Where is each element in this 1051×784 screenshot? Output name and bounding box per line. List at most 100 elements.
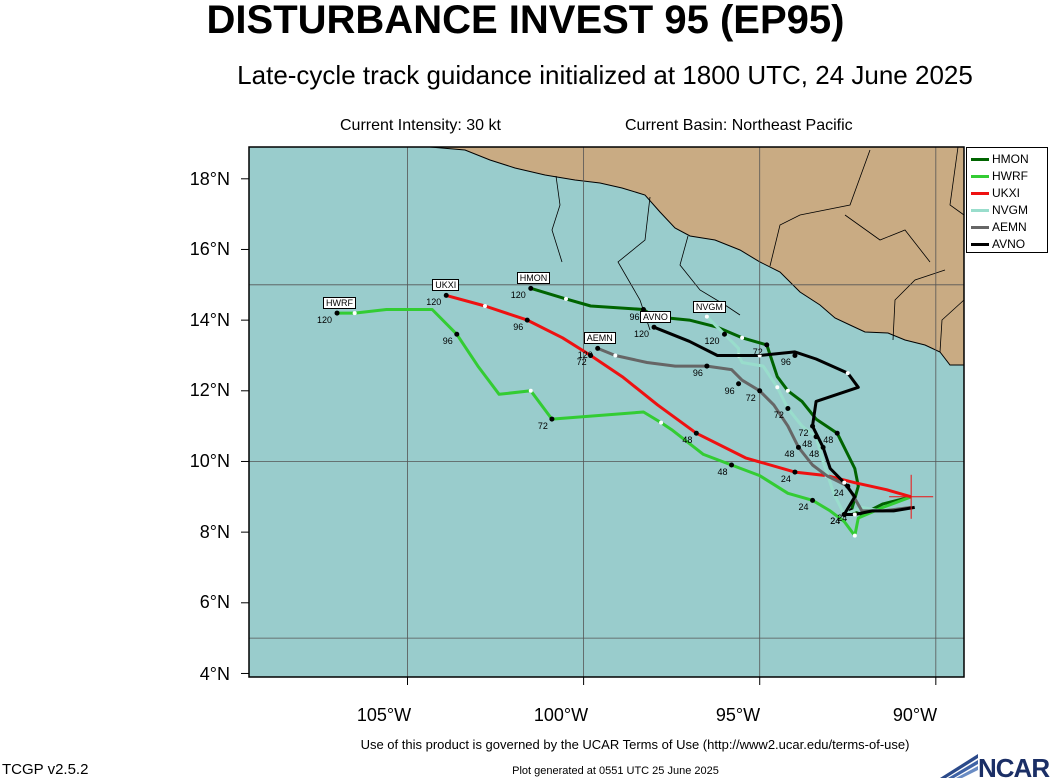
forecast-hour-dot bbox=[549, 416, 555, 422]
forecast-hour-label: 72 bbox=[752, 346, 763, 357]
track-point bbox=[740, 335, 745, 340]
x-label-100W: 100°W bbox=[533, 705, 589, 725]
track-hwrf bbox=[337, 308, 912, 538]
legend-item-aemn: AEMN bbox=[971, 219, 1027, 235]
model-tag-aemn: AEMN bbox=[583, 332, 616, 345]
model-tag-ukxi: UKXI bbox=[432, 279, 460, 292]
map-title: DISTURBANCE INVEST 95 (EP95) bbox=[206, 0, 845, 42]
forecast-hour-label: 96 bbox=[780, 357, 791, 368]
track-point bbox=[659, 420, 664, 425]
terms-of-use: Use of this product is governed by the U… bbox=[360, 737, 910, 752]
current-position-marker bbox=[889, 474, 934, 519]
legend-swatch bbox=[971, 174, 989, 178]
forecast-hour-label: 120 bbox=[510, 290, 526, 301]
forecast-hour-label: 120 bbox=[704, 336, 720, 347]
forecast-hour-dot bbox=[820, 444, 826, 450]
generated-timestamp: Plot generated at 0551 UTC 25 June 2025 bbox=[512, 765, 719, 777]
ncar-logo-text: NCAR bbox=[978, 753, 1050, 783]
model-tag-nvgm: NVGM bbox=[692, 300, 726, 313]
axis-ticks bbox=[241, 178, 937, 685]
forecast-hour-label: 24 bbox=[830, 516, 841, 527]
forecast-hour-dot bbox=[736, 381, 742, 387]
map-frame bbox=[248, 146, 965, 678]
legend-swatch bbox=[971, 242, 989, 246]
forecast-hour-label: 72 bbox=[745, 392, 756, 403]
forecast-hour-dot bbox=[454, 331, 460, 337]
forecast-hour-label: 72 bbox=[798, 428, 809, 439]
forecast-hour-label: 96 bbox=[442, 336, 453, 347]
legend-label: AEMN bbox=[992, 220, 1027, 234]
track-point bbox=[852, 533, 857, 538]
track-point bbox=[482, 304, 487, 308]
forecast-hour-label: 24 bbox=[780, 474, 791, 485]
model-tag-hwrf: HWRF bbox=[323, 297, 357, 310]
forecast-hour-label: 48 bbox=[784, 449, 795, 460]
forecast-hour-dot bbox=[528, 285, 534, 291]
y-label-18N: 18°N bbox=[189, 169, 230, 189]
forecast-hour-dot bbox=[764, 342, 770, 348]
forecast-hour-dot bbox=[729, 462, 735, 468]
forecast-hour-dot bbox=[721, 331, 727, 337]
forecast-hour-dot bbox=[524, 317, 530, 323]
forecast-hour-label: 72 bbox=[576, 357, 587, 368]
grid-lines bbox=[249, 147, 964, 677]
forecast-hour-label: 120 bbox=[317, 315, 333, 326]
track-point bbox=[757, 353, 762, 358]
x-label-90W: 90°W bbox=[892, 705, 938, 725]
forecast-hour-label: 24 bbox=[833, 488, 844, 499]
forecast-hour-dot bbox=[651, 324, 657, 330]
track-nvgm bbox=[705, 315, 912, 516]
forecast-hour-label: 96 bbox=[724, 385, 735, 396]
forecast-hour-dot bbox=[792, 352, 798, 358]
y-label-12N: 12°N bbox=[189, 380, 230, 400]
legend-label: AVNO bbox=[992, 237, 1026, 251]
y-label-8N: 8°N bbox=[199, 522, 230, 542]
model-tracks bbox=[334, 285, 915, 538]
track-point bbox=[352, 311, 357, 316]
legend-item-ukxi: UKXI bbox=[971, 185, 1020, 201]
forecast-hour-label: 48 bbox=[823, 435, 834, 446]
legend-label: HMON bbox=[992, 152, 1029, 166]
legend-swatch bbox=[971, 225, 989, 229]
forecast-hour-label: 24 bbox=[837, 512, 848, 523]
forecast-hour-label: 120 bbox=[634, 329, 650, 340]
model-tag-hmon: HMON bbox=[516, 272, 551, 285]
forecast-hour-dot bbox=[792, 469, 798, 475]
forecast-hour-label: 72 bbox=[773, 410, 784, 421]
forecast-hour-label: 96 bbox=[513, 322, 524, 333]
state-borders bbox=[551, 146, 965, 353]
x-label-95W: 95°W bbox=[715, 705, 761, 725]
forecast-hour-dot bbox=[640, 307, 646, 313]
forecast-hour-dot bbox=[810, 423, 816, 429]
legend-swatch bbox=[971, 208, 989, 212]
y-label-4N: 4°N bbox=[199, 664, 230, 684]
model-tag-avno: AVNO bbox=[640, 311, 671, 324]
forecast-hour-dot bbox=[795, 444, 801, 450]
y-label-6N: 6°N bbox=[199, 592, 230, 612]
legend-label: NVGM bbox=[992, 203, 1028, 217]
track-point bbox=[563, 296, 568, 301]
forecast-hour-label: 24 bbox=[830, 516, 841, 527]
forecast-hour-dot bbox=[834, 430, 840, 436]
track-point bbox=[613, 353, 618, 358]
forecast-hour-label: 72 bbox=[537, 421, 548, 432]
legend-item-nvgm: NVGM bbox=[971, 202, 1028, 218]
legend-swatch bbox=[971, 157, 989, 161]
forecast-hour-label: 120 bbox=[577, 350, 593, 361]
legend-swatch bbox=[971, 191, 989, 195]
forecast-hour-label: 48 bbox=[717, 467, 728, 477]
forecast-hour-label: 48 bbox=[802, 438, 813, 449]
track-point bbox=[704, 314, 709, 319]
track-point bbox=[845, 371, 850, 376]
forecast-hour-dot bbox=[595, 345, 601, 351]
forecast-hour-dot bbox=[704, 363, 710, 369]
ncar-logo-icon bbox=[940, 754, 978, 778]
track-ukxi bbox=[445, 293, 912, 499]
version-label: TCGP v2.5.2 bbox=[2, 761, 89, 778]
model-legend: HMON HWRF UKXI NVGM AEMN AVNO bbox=[966, 147, 1048, 253]
current-intensity: Current Intensity: 30 kt bbox=[340, 117, 501, 134]
x-label-105W: 105°W bbox=[356, 705, 412, 725]
y-label-16N: 16°N bbox=[189, 239, 230, 259]
